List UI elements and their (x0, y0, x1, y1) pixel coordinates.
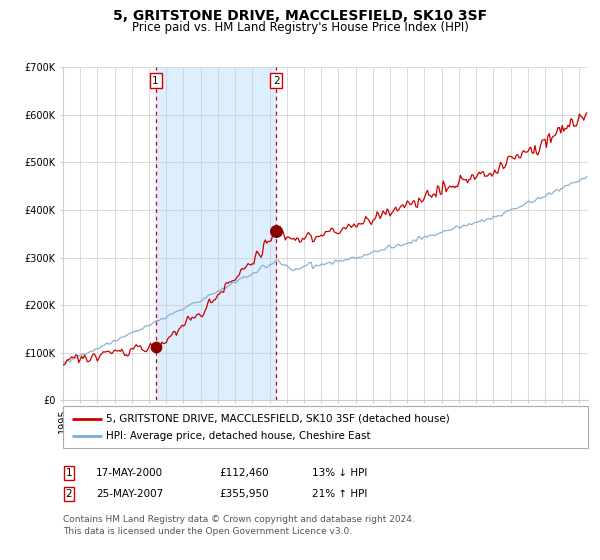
Point (151, 342, 160, 351)
Text: £355,950: £355,950 (219, 489, 269, 499)
Text: HPI: Average price, detached house, Cheshire East: HPI: Average price, detached house, Ches… (106, 431, 371, 441)
Point (271, 226, 281, 235)
Text: 2: 2 (65, 489, 73, 499)
Text: 1: 1 (152, 76, 159, 86)
Bar (155, 67, 276, 400)
Text: 13% ↓ HPI: 13% ↓ HPI (312, 468, 367, 478)
Text: £112,460: £112,460 (219, 468, 269, 478)
Text: 1: 1 (65, 468, 73, 478)
Text: 17-MAY-2000: 17-MAY-2000 (96, 468, 163, 478)
Text: 21% ↑ HPI: 21% ↑ HPI (312, 489, 367, 499)
Text: 5, GRITSTONE DRIVE, MACCLESFIELD, SK10 3SF: 5, GRITSTONE DRIVE, MACCLESFIELD, SK10 3… (113, 9, 487, 23)
Text: Contains HM Land Registry data © Crown copyright and database right 2024.
This d: Contains HM Land Registry data © Crown c… (63, 515, 415, 536)
Text: 5, GRITSTONE DRIVE, MACCLESFIELD, SK10 3SF (detached house): 5, GRITSTONE DRIVE, MACCLESFIELD, SK10 3… (106, 414, 450, 423)
Text: 2: 2 (273, 76, 280, 86)
Text: 25-MAY-2007: 25-MAY-2007 (96, 489, 163, 499)
Text: Price paid vs. HM Land Registry's House Price Index (HPI): Price paid vs. HM Land Registry's House … (131, 21, 469, 34)
